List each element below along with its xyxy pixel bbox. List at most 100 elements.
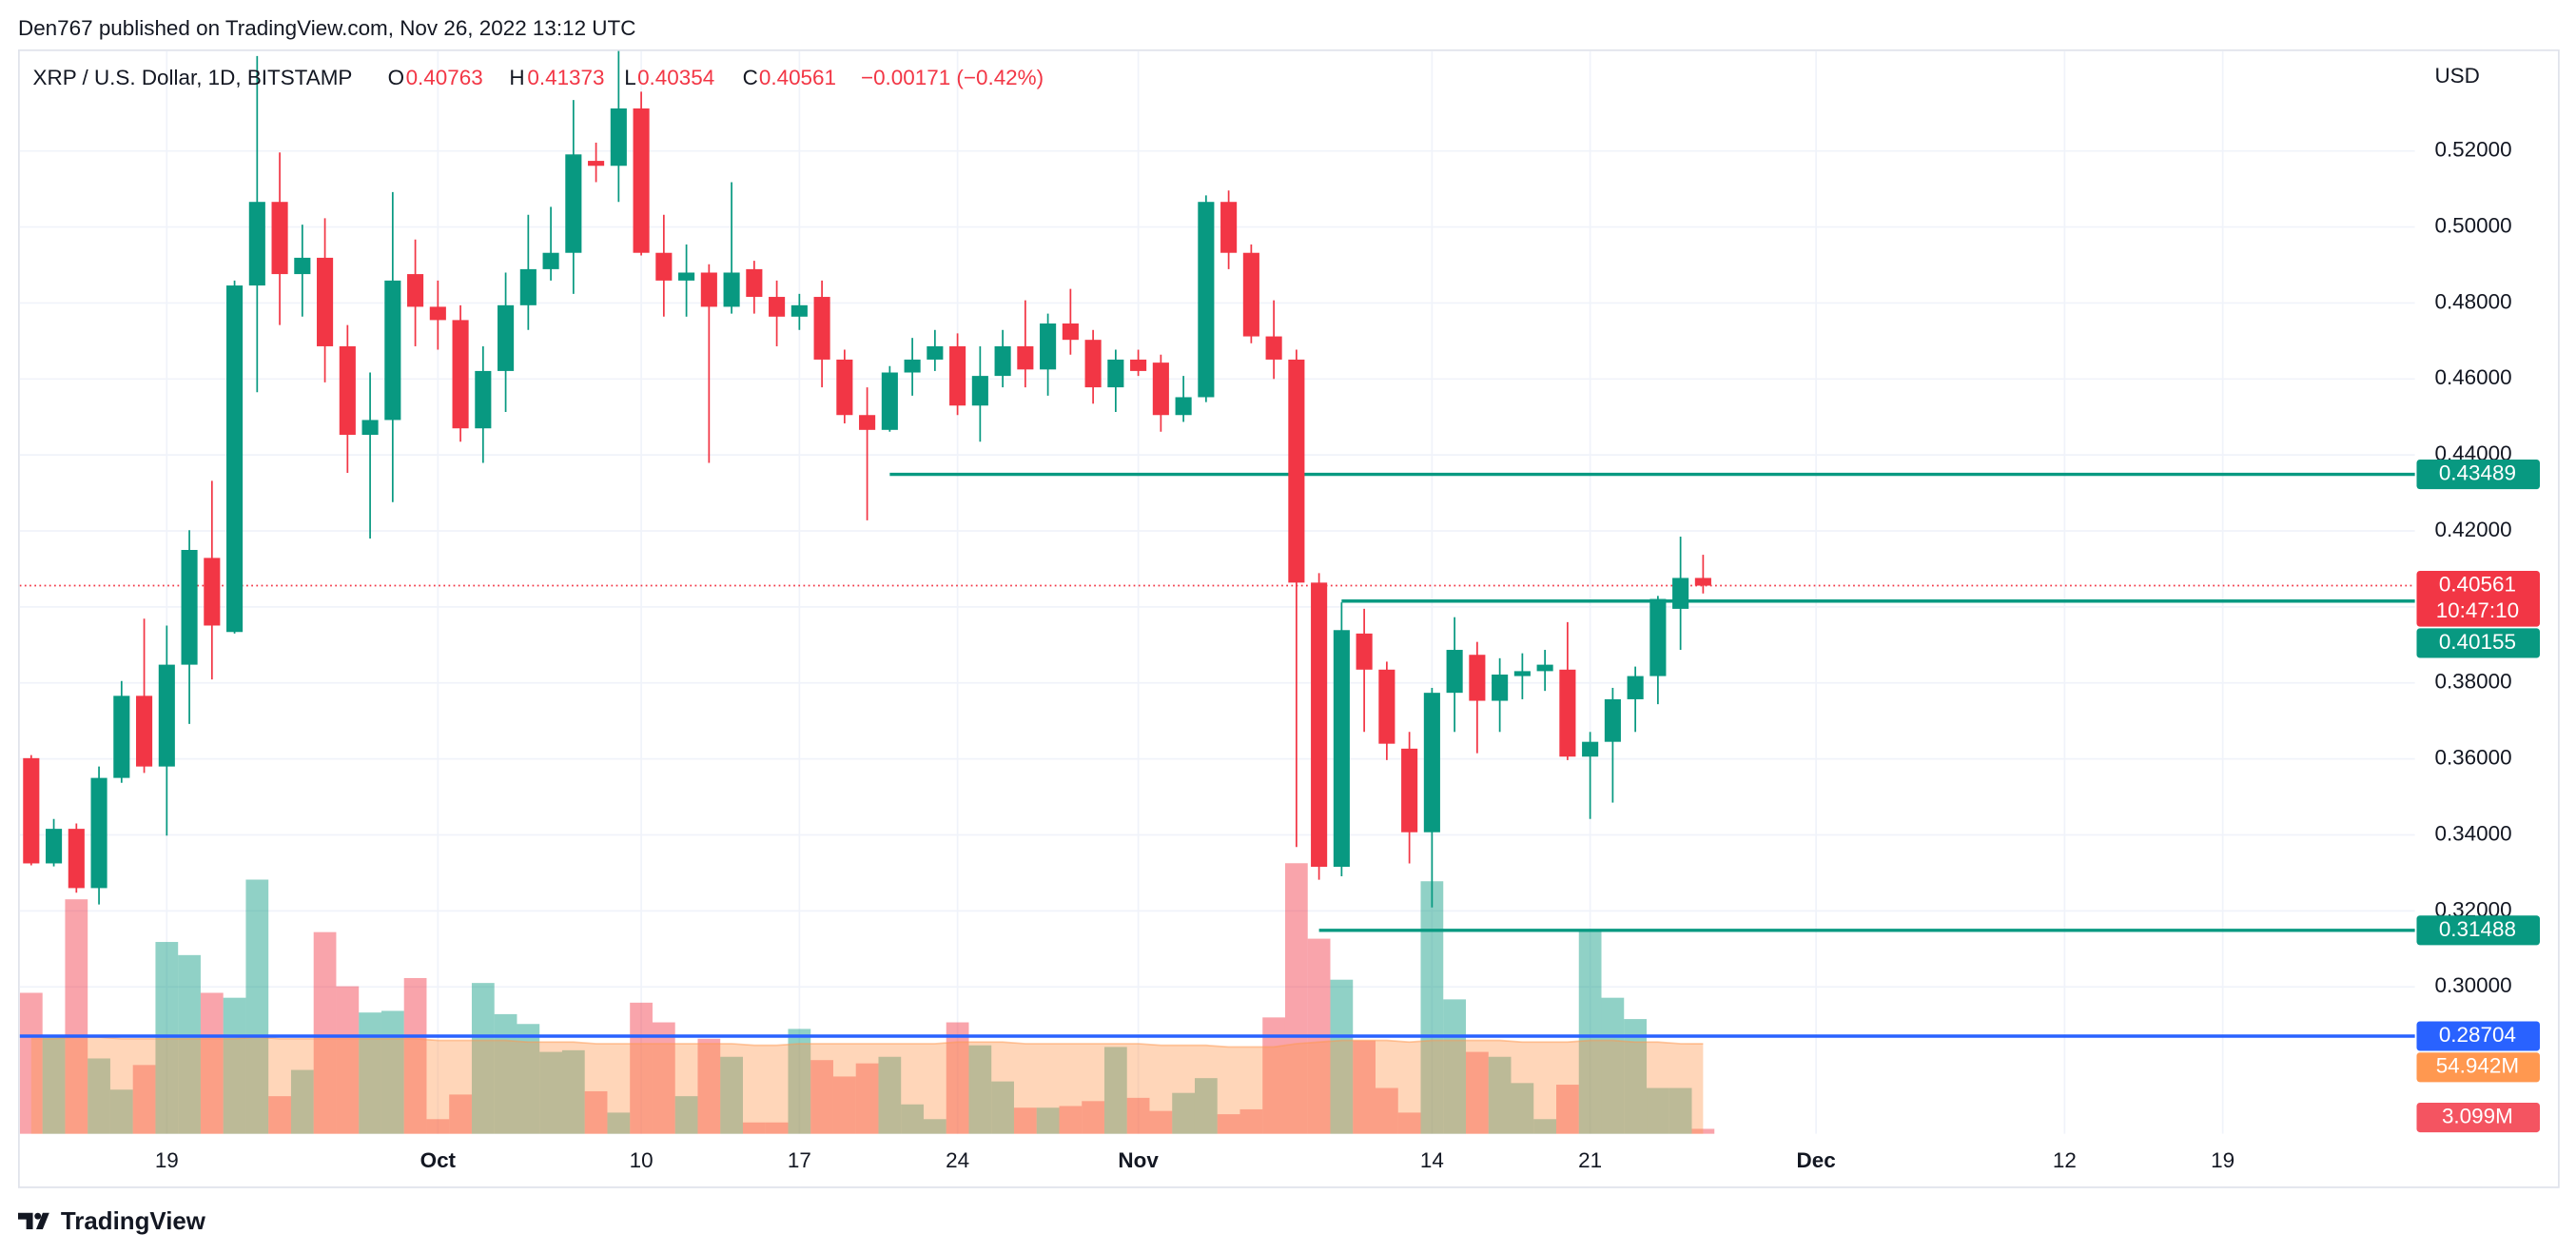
badge-bg: [2416, 1052, 2541, 1083]
x-tick-label: 19: [155, 1148, 179, 1172]
candle-body: [361, 420, 379, 436]
y-tick-label: 0.34000: [2434, 821, 2511, 845]
y-tick-label: 0.36000: [2434, 746, 2511, 770]
volume-bar: [1375, 1087, 1398, 1134]
x-tick-label: 12: [2053, 1148, 2077, 1172]
candle-body: [1672, 578, 1689, 609]
candle-body: [1130, 359, 1147, 371]
candle-body: [1559, 669, 1576, 757]
candle-body: [859, 415, 876, 430]
volume-bar: [561, 1049, 585, 1134]
x-tick-label: 10: [630, 1148, 654, 1172]
volume-bar: [1647, 1087, 1669, 1134]
badge-text: 0.43489: [2439, 461, 2516, 485]
candle-body: [1265, 336, 1282, 360]
volume-bar: [674, 1096, 698, 1134]
volume-bar: [697, 1038, 721, 1134]
candle-body: [136, 696, 153, 767]
volume-bar: [449, 1094, 472, 1134]
candle-body: [384, 280, 401, 421]
badge-text: 3.099M: [2442, 1104, 2513, 1127]
candle-body: [248, 202, 265, 286]
badge-text: 0.40155: [2439, 630, 2516, 654]
candle-body: [475, 370, 492, 429]
badge-text: 0.31488: [2439, 917, 2516, 941]
badge-text: 0.40561: [2439, 572, 2516, 596]
badge-bg: [2416, 628, 2541, 658]
volume-bar: [336, 986, 360, 1134]
candle-body: [1107, 359, 1124, 388]
volume-bar: [109, 1089, 133, 1134]
volume-bar: [810, 1060, 833, 1134]
candle-body: [1492, 674, 1509, 701]
legend-change: −0.00171 (−0.42%): [861, 66, 1044, 89]
legend-close: 0.40561: [759, 66, 836, 89]
volume-bar: [494, 1013, 517, 1134]
volume-bar: [946, 1022, 969, 1134]
volume-bar: [878, 1056, 902, 1134]
candle-body: [452, 320, 469, 429]
volume-bar: [1488, 1056, 1512, 1134]
volume-bar: [720, 1056, 743, 1134]
badge-text: 10:47:10: [2436, 598, 2519, 622]
candle-body: [407, 274, 424, 307]
volume-bar: [788, 1029, 811, 1134]
candle-body: [1220, 202, 1238, 253]
candle-body: [226, 285, 244, 633]
candle-body: [181, 550, 198, 665]
volume-bar: [313, 931, 337, 1134]
y-tick-label: 0.50000: [2434, 214, 2511, 238]
candle-body: [158, 664, 175, 767]
volume-bar: [1691, 1128, 1715, 1134]
candle-body: [790, 304, 808, 317]
volume-bar: [1353, 1040, 1376, 1134]
candle-body: [700, 272, 717, 307]
volume-bar: [765, 1122, 789, 1134]
badge-text: 54.942M: [2436, 1054, 2519, 1078]
volume-bar: [290, 1069, 314, 1134]
y-tick-label: 0.52000: [2434, 138, 2511, 162]
volume-bar: [517, 1024, 540, 1134]
candle-body: [994, 345, 1011, 377]
candle-body: [271, 202, 288, 275]
volume-bar: [539, 1051, 562, 1134]
volume-bar: [42, 1035, 66, 1134]
volume-bar: [1036, 1107, 1060, 1134]
candle-body: [429, 306, 446, 321]
volume-bar: [1624, 1019, 1648, 1134]
volume-bar: [1578, 930, 1602, 1134]
candle-body: [1649, 598, 1667, 676]
volume-bar: [968, 1045, 992, 1134]
volume-bar: [19, 992, 43, 1134]
volume-bar: [855, 1063, 879, 1134]
candle-body: [317, 257, 334, 346]
level-badge: 0.31488: [2416, 915, 2541, 946]
y-tick-label: 0.42000: [2434, 518, 2511, 541]
levels: [19, 472, 2415, 1038]
volume-ma-line: [30, 1036, 1704, 1048]
x-tick-label: Nov: [1118, 1148, 1159, 1172]
x-tick-label: 14: [1420, 1148, 1444, 1172]
volume-bar: [923, 1119, 946, 1134]
candle-body: [1062, 323, 1079, 341]
volume-bar: [1443, 999, 1466, 1134]
volume-bar: [742, 1122, 766, 1134]
x-tick-label: 17: [788, 1148, 811, 1172]
grid: [19, 50, 2415, 1134]
candle-body: [927, 345, 944, 360]
candle-body: [1604, 698, 1621, 742]
volume-bar: [1082, 1101, 1104, 1134]
volume-pane: [19, 863, 1715, 1134]
badge-bg: [2416, 915, 2541, 946]
x-tick-label: 21: [1578, 1148, 1602, 1172]
badge-bg: [2416, 460, 2541, 490]
candle-body: [904, 359, 921, 373]
volume-bar: [832, 1076, 856, 1134]
volume-bar: [1397, 1112, 1421, 1134]
volume-bar: [426, 1119, 450, 1134]
candle-body: [1536, 664, 1553, 672]
candle-body: [204, 558, 221, 626]
